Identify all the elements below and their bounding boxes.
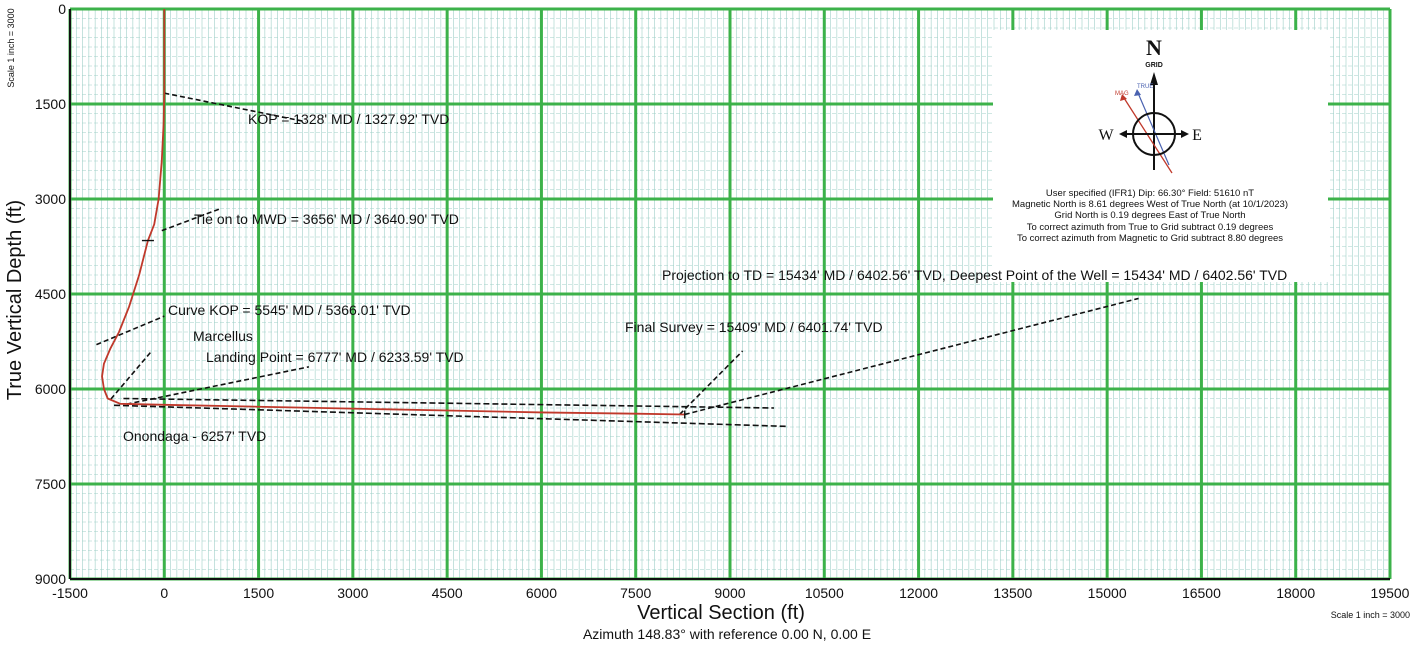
annotation-tie-on: Tie on to MWD = 3656' MD / 3640.90' TVD (194, 211, 459, 227)
grid-label: GRID (1145, 62, 1163, 69)
formation-lines (113, 397, 787, 428)
north-letter: N (1146, 35, 1162, 60)
x-tick-label: 4500 (432, 585, 463, 601)
west-arrowhead-icon (1119, 130, 1127, 138)
mag-arrowhead-icon (1120, 94, 1127, 101)
y-axis-title: True Vertical Depth (ft) (4, 200, 26, 400)
x-tick-label: 6000 (526, 585, 557, 601)
annotations: KOP = 1328' MD / 1327.92' TVD Tie on to … (123, 111, 1287, 444)
east-arrowhead-icon (1181, 130, 1189, 138)
x-tick-label: 10500 (805, 585, 844, 601)
y-tick-label: 0 (58, 1, 66, 17)
y-tick-label: 9000 (35, 571, 66, 587)
x-tick-label: 7500 (620, 585, 651, 601)
annotation-leader-line (161, 207, 222, 232)
annotation-leader-line (164, 92, 306, 123)
x-axis-title: Vertical Section (ft) (637, 602, 805, 624)
x-tick-label: 9000 (714, 585, 745, 601)
chart-subtitle: Azimuth 148.83° with reference 0.00 N, 0… (583, 626, 871, 642)
annotation-leader-line (679, 350, 744, 415)
scale-label-y: Scale 1 inch = 3000 (6, 8, 16, 87)
axes (69, 9, 1390, 580)
formation-line (113, 404, 787, 428)
annotation-leader-line (684, 297, 1139, 416)
annotation-kop: KOP = 1328' MD / 1327.92' TVD (248, 111, 449, 127)
annotation-onondaga: Onondaga - 6257' TVD (123, 428, 266, 444)
legend-line-2: Magnetic North is 8.61 degrees West of T… (1012, 199, 1288, 210)
east-letter: E (1192, 127, 1202, 144)
legend-line-4: To correct azimuth from True to Grid sub… (1027, 222, 1274, 233)
legend-line-1: User specified (IFR1) Dip: 66.30° Field:… (1046, 188, 1254, 199)
y-tick-label: 4500 (35, 286, 66, 302)
true-label: TRUE (1137, 84, 1153, 90)
tick-labels: -1500 0 1500 3000 4500 6000 7500 9000 10500 12000… (35, 1, 1410, 601)
y-tick-label: 7500 (35, 476, 66, 492)
legend-line-3: Grid North is 0.19 degrees East of True … (1054, 210, 1245, 221)
annotation-landing-point: Landing Point = 6777' MD / 6233.59' TVD (206, 349, 464, 365)
west-letter: W (1098, 127, 1114, 144)
y-tick-label: 1500 (35, 96, 66, 112)
x-tick-label: 3000 (337, 585, 368, 601)
scale-label-x: Scale 1 inch = 3000 (1331, 610, 1410, 620)
annotation-marcellus: Marcellus (193, 328, 253, 344)
legend-line-5: To correct azimuth from Magnetic to Grid… (1017, 233, 1283, 244)
north-arrow-legend: N GRID TRUE MAG W E User specified (IFR1… (993, 30, 1328, 282)
annotation-leader-line (110, 350, 153, 400)
x-tick-label: 15000 (1088, 585, 1127, 601)
x-tick-label: 16500 (1182, 585, 1221, 601)
well-path-series (101, 9, 686, 419)
x-tick-label: 1500 (243, 585, 274, 601)
annotation-projection-td: Projection to TD = 15434' MD / 6402.56' … (662, 267, 1287, 283)
x-tick-label: 13500 (993, 585, 1032, 601)
x-tick-label: -1500 (52, 585, 88, 601)
x-tick-label: 12000 (899, 585, 938, 601)
x-tick-label: 19500 (1371, 585, 1410, 601)
x-tick-label: 18000 (1276, 585, 1315, 601)
y-tick-label: 3000 (35, 191, 66, 207)
mag-label: MAG (1115, 91, 1129, 97)
mag-north-arrow-icon (1123, 97, 1173, 174)
annotation-final-survey: Final Survey = 15409' MD / 6401.74' TVD (625, 319, 883, 335)
well-path-line (101, 9, 685, 416)
annotation-leader-line (126, 366, 310, 405)
formation-line (123, 397, 775, 409)
y-tick-label: 6000 (35, 381, 66, 397)
annotation-leaders (96, 92, 1139, 416)
grid-arrowhead-icon (1150, 72, 1158, 85)
annotation-leader-line (96, 315, 165, 346)
true-arrowhead-icon (1134, 89, 1141, 96)
x-tick-label: 0 (160, 585, 168, 601)
annotation-curve-kop: Curve KOP = 5545' MD / 5366.01' TVD (168, 302, 411, 318)
